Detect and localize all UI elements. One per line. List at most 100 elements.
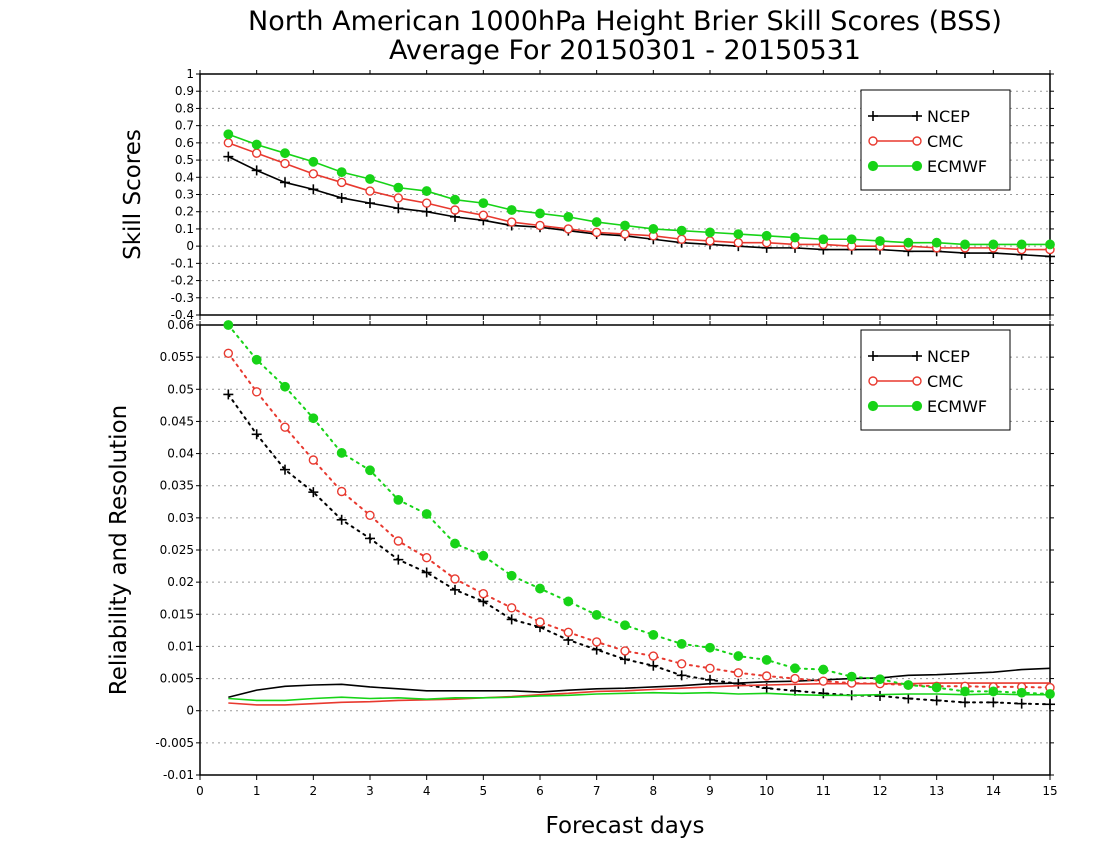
data-point xyxy=(563,627,574,637)
data-point xyxy=(336,177,347,188)
data-point xyxy=(620,220,630,231)
data-point xyxy=(648,224,659,234)
data-point xyxy=(1045,239,1055,250)
legend-label: ECMWF xyxy=(927,397,987,416)
data-point xyxy=(223,389,234,400)
data-point xyxy=(818,688,829,699)
data-point xyxy=(960,697,970,708)
data-point xyxy=(308,184,319,195)
data-point xyxy=(535,220,545,231)
data-point xyxy=(393,193,404,203)
y-tick-label: 0.005 xyxy=(160,672,194,686)
data-point xyxy=(705,663,715,673)
y-tick-label: 0.01 xyxy=(167,639,194,653)
x-tick-label: 3 xyxy=(366,784,374,798)
y-tick-label: 0.2 xyxy=(175,205,194,219)
data-point xyxy=(875,236,885,246)
y-tick-label: -0.2 xyxy=(171,274,194,288)
x-tick-label: 1 xyxy=(253,784,261,798)
data-point xyxy=(450,205,460,215)
legend-label: NCEP xyxy=(927,107,970,126)
data-point xyxy=(846,234,857,245)
data-point xyxy=(280,381,290,392)
data-point xyxy=(393,182,404,193)
data-point xyxy=(705,642,715,653)
legend-marker xyxy=(912,136,922,146)
data-point xyxy=(478,210,489,220)
data-point xyxy=(676,670,687,681)
data-point xyxy=(676,638,687,649)
data-point xyxy=(506,603,517,613)
series-line-ncep-resolution xyxy=(227,393,1051,706)
data-point xyxy=(1016,687,1027,698)
data-point xyxy=(280,422,290,432)
data-point xyxy=(308,487,319,498)
y-tick-label: 0.7 xyxy=(175,119,194,133)
series-line-ncep-reliability xyxy=(228,667,1051,698)
data-point xyxy=(251,387,262,397)
data-point xyxy=(676,659,687,669)
x-tick-label: 6 xyxy=(536,784,544,798)
data-point xyxy=(506,205,517,215)
x-tick-label: 15 xyxy=(1042,784,1057,798)
data-point xyxy=(903,693,914,704)
data-point xyxy=(365,510,375,520)
data-point xyxy=(818,676,829,686)
data-point xyxy=(365,465,375,476)
data-point xyxy=(478,198,489,209)
legend-marker xyxy=(867,400,879,412)
y-tick-label: -0.3 xyxy=(171,291,194,305)
data-point xyxy=(223,138,234,148)
data-point xyxy=(620,229,630,239)
legend-entry-ncep: NCEP xyxy=(868,347,970,366)
y-tick-label: -0.4 xyxy=(171,308,194,322)
legend-box xyxy=(860,329,1011,431)
data-point xyxy=(733,237,744,248)
series-group xyxy=(223,129,1055,262)
y-tick-label: 0.055 xyxy=(160,350,194,364)
data-point xyxy=(280,148,290,159)
y-tick-label: 0.06 xyxy=(167,318,194,332)
data-point xyxy=(931,682,942,693)
data-point xyxy=(535,208,545,219)
data-point xyxy=(421,186,432,196)
y-tick-label: 0.1 xyxy=(175,222,194,236)
data-point xyxy=(223,129,234,140)
data-point xyxy=(1016,239,1027,250)
series-line-ecmwf-reliability xyxy=(228,691,1050,702)
data-point xyxy=(818,664,829,675)
data-point xyxy=(563,211,574,222)
data-point xyxy=(421,206,432,217)
y-tick-label: 0.3 xyxy=(175,188,194,202)
y-tick-label: 0.025 xyxy=(160,543,194,557)
y-tick-label: 0.03 xyxy=(167,511,194,525)
x-axis: 0 1 2 3 4 5 6 7 8 9 10 11 12 13 14 15 xyxy=(196,321,1058,798)
data-point xyxy=(903,237,914,248)
data-point xyxy=(875,674,885,685)
data-point xyxy=(308,413,319,424)
data-point xyxy=(846,671,857,682)
data-point xyxy=(931,237,942,248)
x-tick-label: 13 xyxy=(929,784,944,798)
data-point xyxy=(676,234,687,244)
data-point xyxy=(761,655,772,665)
x-tick-label: 5 xyxy=(480,784,488,798)
data-point xyxy=(591,610,602,620)
data-point xyxy=(450,584,460,595)
data-point xyxy=(506,217,517,227)
y-tick-label: 0.8 xyxy=(175,101,194,115)
legend-entry-ncep: NCEP xyxy=(868,107,970,126)
x-tick-label: 11 xyxy=(816,784,831,798)
data-point xyxy=(450,194,460,205)
data-point xyxy=(393,494,404,505)
data-point xyxy=(988,239,999,250)
data-point xyxy=(705,236,715,246)
legend-entry-ecmwf: ECMWF xyxy=(867,397,987,416)
data-point xyxy=(733,229,744,239)
data-point xyxy=(620,654,630,665)
legend: NCEP CMC ECMWF xyxy=(860,89,1011,191)
data-point xyxy=(336,192,347,203)
data-point xyxy=(761,230,772,241)
data-point xyxy=(790,673,800,684)
data-point xyxy=(308,455,319,465)
